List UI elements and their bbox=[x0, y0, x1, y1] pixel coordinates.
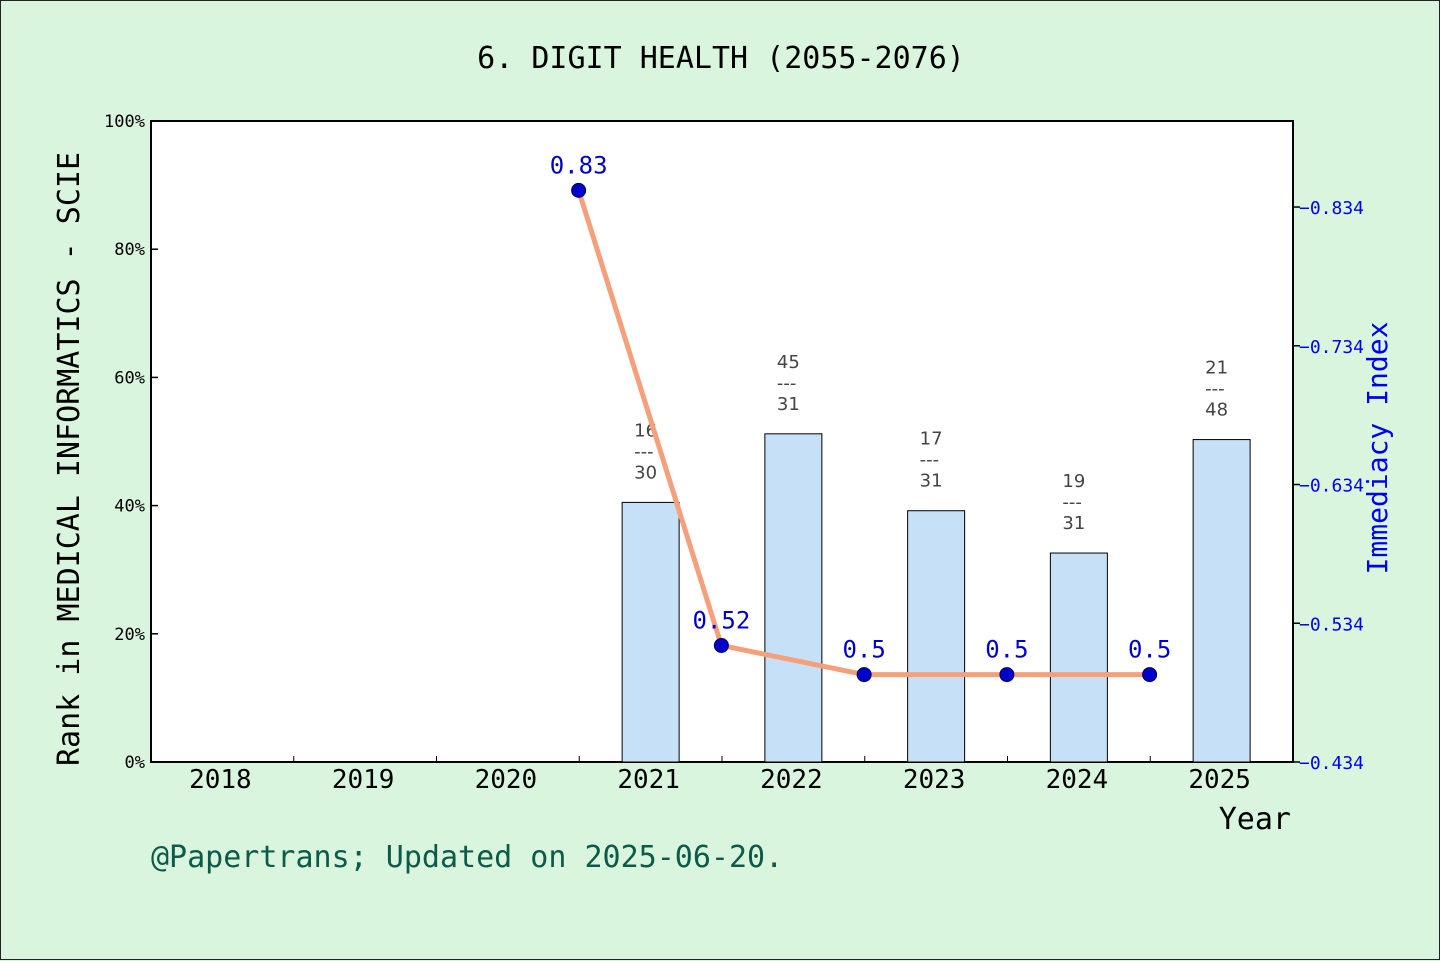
y-axis-label: Rank in MEDICAL INFORMATICS - SCIE bbox=[52, 152, 87, 766]
right-tick-label: −0.534 bbox=[1299, 614, 1364, 635]
x-tick-label-2022: 2022 bbox=[760, 765, 823, 795]
x-tick-label-2019: 2019 bbox=[332, 765, 395, 795]
bar-label-dash-2025: --- bbox=[1205, 379, 1225, 400]
bar-label-top-2024: 19 bbox=[1062, 471, 1085, 492]
immediacy-point-2022 bbox=[713, 637, 729, 653]
line-layer: 0.83 0.52 0.5 0.5 0.5 bbox=[550, 151, 1171, 683]
y-tick-label: 80% bbox=[114, 240, 145, 260]
bar-label-top-2025: 21 bbox=[1205, 358, 1228, 379]
bar-label-bottom-2021: 30 bbox=[634, 462, 657, 483]
immediacy-label-2023: 0.5 bbox=[842, 636, 885, 664]
immediacy-point-2024 bbox=[999, 667, 1015, 683]
x-tick-label-2025: 2025 bbox=[1188, 765, 1251, 795]
bar-label-bottom-2025: 48 bbox=[1205, 400, 1228, 421]
y-tick-label: 20% bbox=[114, 625, 145, 645]
right-tick-label: −0.734 bbox=[1299, 337, 1364, 358]
bar-2024 bbox=[1049, 552, 1108, 763]
bar-label-top-2023: 17 bbox=[920, 429, 943, 450]
bar-label-top-2022: 45 bbox=[777, 352, 800, 373]
right-tick-label: −0.834 bbox=[1299, 198, 1364, 219]
bar-label-dash-2023: --- bbox=[920, 450, 940, 471]
bar-2022 bbox=[764, 433, 823, 763]
right-tick-label: −0.634 bbox=[1299, 476, 1364, 497]
x-tick-label-2021: 2021 bbox=[617, 765, 680, 795]
right-axis-label: Immediacy Index bbox=[1361, 322, 1394, 575]
bar-label-dash-2024: --- bbox=[1062, 492, 1082, 513]
bar-label-dash-2022: --- bbox=[777, 373, 797, 394]
bar-label-dash-2021: --- bbox=[634, 441, 654, 462]
axes-layer: 0% 20% 40% 60% 80% 100% −0.434 −0.534 −0.634 −0.7… bbox=[104, 112, 1364, 795]
x-tick-label-2020: 2020 bbox=[475, 765, 538, 795]
immediacy-point-2025 bbox=[1142, 667, 1158, 683]
bar-label-bottom-2023: 31 bbox=[920, 471, 943, 492]
immediacy-label-2025: 0.5 bbox=[1128, 636, 1171, 664]
footer-text: @Papertrans; Updated on 2025-06-20. bbox=[151, 840, 783, 875]
bar-2021 bbox=[621, 501, 680, 763]
x-tick-label-2018: 2018 bbox=[189, 765, 252, 795]
bar-label-bottom-2024: 31 bbox=[1062, 513, 1085, 534]
y-tick-label: 0% bbox=[125, 753, 145, 773]
x-axis-label: Year bbox=[1219, 802, 1291, 837]
immediacy-label-2021: 0.83 bbox=[550, 151, 608, 179]
plot-area bbox=[150, 120, 1294, 763]
bar-2023 bbox=[907, 510, 966, 763]
y-tick-label: 60% bbox=[114, 368, 145, 388]
chart-title: 6. DIGIT HEALTH (2055-2076) bbox=[477, 41, 965, 76]
bar-label-bottom-2022: 31 bbox=[777, 394, 800, 415]
immediacy-label-2024: 0.5 bbox=[985, 636, 1028, 664]
immediacy-label-2022: 0.52 bbox=[692, 606, 750, 634]
immediacy-point-2021 bbox=[571, 182, 587, 198]
y-tick-label: 40% bbox=[114, 497, 145, 517]
x-tick-label-2023: 2023 bbox=[903, 765, 966, 795]
immediacy-point-2023 bbox=[856, 667, 872, 683]
bar-2025 bbox=[1192, 439, 1251, 763]
right-tick-label: −0.434 bbox=[1299, 753, 1364, 774]
y-tick-label: 100% bbox=[104, 112, 145, 132]
x-tick-label-2024: 2024 bbox=[1046, 765, 1109, 795]
